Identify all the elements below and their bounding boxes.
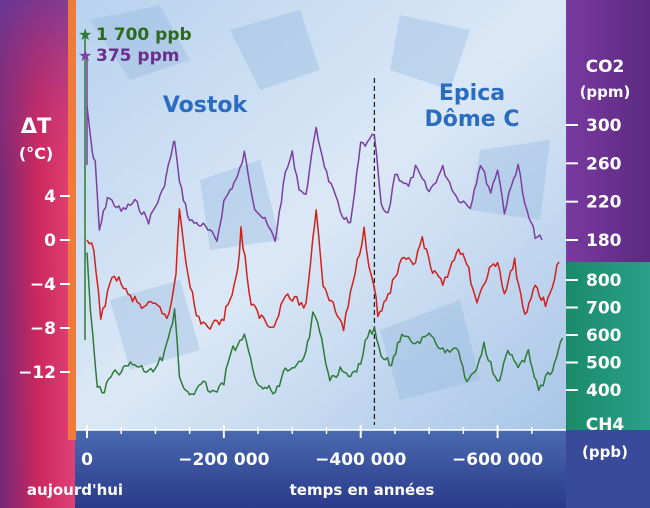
left-band-overlay	[0, 0, 75, 508]
x-axis-label: temps en années	[290, 481, 435, 499]
ch4-max-annotation: 1 700 ppb	[96, 25, 192, 45]
series-layer	[84, 34, 564, 396]
epica-title-line: Epica	[439, 81, 505, 106]
ch4-axis-label: CH4	[586, 415, 625, 435]
co2-axis: CO2 (ppm) 300 260 220 180	[566, 57, 630, 251]
co2-tick-label: 220	[586, 193, 622, 213]
series-line-ch4	[86, 252, 564, 396]
plot-background	[76, 0, 566, 430]
vostok-title: Vostok	[163, 93, 249, 118]
x-tick-label: −200 000	[178, 450, 269, 470]
bottom-band	[0, 430, 650, 508]
x-tick-label: −600 000	[452, 450, 543, 470]
ice-texture	[90, 5, 550, 400]
epica-title: Epica Dôme C	[424, 81, 519, 132]
annotations: ★ 1 700 ppb ★ 375 ppm	[78, 25, 192, 66]
temp-tick-label: −4	[30, 275, 56, 295]
time-axis: 0 −200 000 −400 000 −600 000	[76, 425, 566, 470]
co2-tick-label: 180	[586, 231, 622, 251]
ch4-tick-label: 500	[586, 354, 622, 374]
temp-axis-label: (°C)	[19, 144, 53, 163]
co2-star-icon: ★	[78, 46, 92, 65]
ch4-axis: 800 700 600 500 400 CH4 (ppb)	[566, 271, 628, 461]
ch4-tick-label: 700	[586, 299, 622, 319]
epica-title-line: Dôme C	[424, 107, 519, 132]
ch4-tick-label: 600	[586, 326, 622, 346]
right-band-bottom	[566, 262, 650, 430]
x-tick-label: 0	[81, 450, 93, 470]
temp-tick-label: 0	[44, 231, 56, 251]
co2-tick-label: 260	[586, 154, 622, 174]
temp-tick-label: −12	[18, 363, 56, 383]
orange-stripe	[68, 0, 76, 440]
ch4-tick-label: 800	[586, 271, 622, 291]
ch4-star-icon: ★	[78, 25, 92, 44]
series-line-temp	[86, 208, 560, 332]
co2-axis-unit: (ppm)	[580, 83, 631, 101]
ch4-axis-unit: (ppb)	[582, 443, 628, 461]
co2-max-annotation: 375 ppm	[96, 46, 179, 66]
x-tick-label: −400 000	[315, 450, 406, 470]
temp-tick-label: 4	[44, 187, 56, 207]
ch4-tick-label: 400	[586, 381, 622, 401]
co2-tick-label: 300	[586, 116, 622, 136]
temp-axis-label: ΔT	[21, 114, 52, 138]
temperature-axis: ΔT (°C) 4 0 −4 −8 −12	[18, 114, 70, 383]
series-line-co2	[86, 105, 543, 243]
right-band-foot	[566, 430, 650, 508]
right-band-top	[566, 0, 650, 262]
x-origin-label: aujourd'hui	[27, 481, 123, 499]
temp-tick-label: −8	[30, 319, 56, 339]
co2-axis-label: CO2	[586, 57, 625, 77]
